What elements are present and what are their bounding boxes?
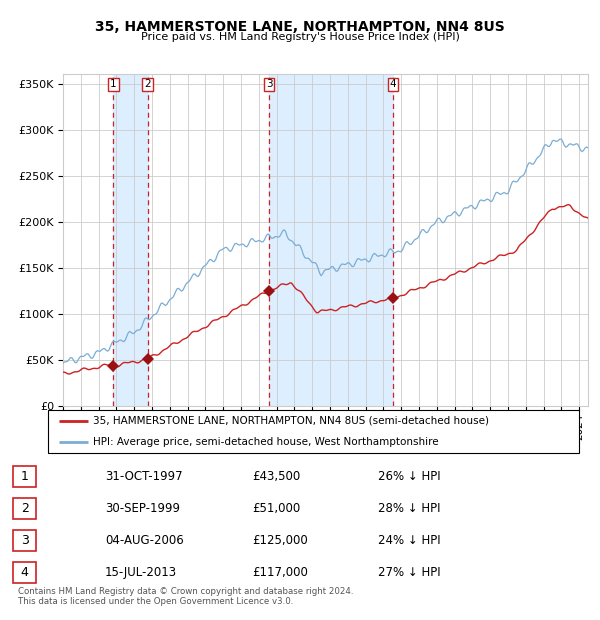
Text: 15-JUL-2013: 15-JUL-2013	[105, 567, 177, 579]
Text: 04-AUG-2006: 04-AUG-2006	[105, 534, 184, 547]
Text: 24% ↓ HPI: 24% ↓ HPI	[378, 534, 440, 547]
Text: 2: 2	[144, 79, 151, 89]
Text: £43,500: £43,500	[252, 470, 300, 482]
FancyBboxPatch shape	[13, 466, 36, 487]
Text: Price paid vs. HM Land Registry's House Price Index (HPI): Price paid vs. HM Land Registry's House …	[140, 32, 460, 42]
FancyBboxPatch shape	[48, 410, 579, 453]
Text: 28% ↓ HPI: 28% ↓ HPI	[378, 502, 440, 515]
FancyBboxPatch shape	[13, 498, 36, 519]
Text: 4: 4	[20, 567, 29, 579]
Text: £117,000: £117,000	[252, 567, 308, 579]
Text: 3: 3	[20, 534, 29, 547]
FancyBboxPatch shape	[13, 530, 36, 551]
Text: 1: 1	[20, 470, 29, 482]
Text: 1: 1	[110, 79, 116, 89]
Text: 35, HAMMERSTONE LANE, NORTHAMPTON, NN4 8US: 35, HAMMERSTONE LANE, NORTHAMPTON, NN4 8…	[95, 20, 505, 34]
Text: 31-OCT-1997: 31-OCT-1997	[105, 470, 182, 482]
Text: 2: 2	[20, 502, 29, 515]
Text: HPI: Average price, semi-detached house, West Northamptonshire: HPI: Average price, semi-detached house,…	[93, 437, 439, 447]
Text: Contains HM Land Registry data © Crown copyright and database right 2024.
This d: Contains HM Land Registry data © Crown c…	[18, 587, 353, 606]
Text: £51,000: £51,000	[252, 502, 300, 515]
Text: 4: 4	[389, 79, 396, 89]
Text: 3: 3	[266, 79, 272, 89]
Text: 27% ↓ HPI: 27% ↓ HPI	[378, 567, 440, 579]
Text: 35, HAMMERSTONE LANE, NORTHAMPTON, NN4 8US (semi-detached house): 35, HAMMERSTONE LANE, NORTHAMPTON, NN4 8…	[93, 416, 489, 426]
Text: 26% ↓ HPI: 26% ↓ HPI	[378, 470, 440, 482]
FancyBboxPatch shape	[13, 562, 36, 583]
Text: 30-SEP-1999: 30-SEP-1999	[105, 502, 180, 515]
Bar	[269, 74, 393, 406]
Text: £125,000: £125,000	[252, 534, 308, 547]
Bar	[113, 74, 148, 406]
